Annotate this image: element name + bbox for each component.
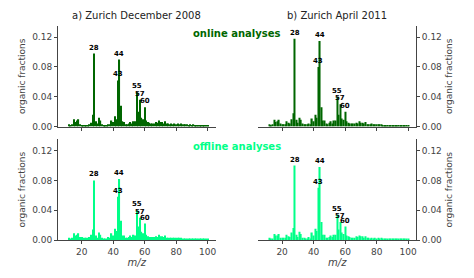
- svg-text:0.08: 0.08: [422, 62, 442, 72]
- svg-text:40: 40: [308, 247, 320, 257]
- svg-text:0.04: 0.04: [32, 205, 52, 215]
- svg-text:28: 28: [290, 156, 300, 164]
- svg-text:offline analyses: offline analyses: [193, 141, 281, 152]
- svg-text:55: 55: [132, 82, 142, 90]
- svg-text:55: 55: [332, 87, 342, 95]
- svg-text:44: 44: [315, 31, 325, 39]
- svg-text:a) Zurich December 2008: a) Zurich December 2008: [72, 10, 201, 21]
- svg-text:57: 57: [135, 208, 145, 216]
- svg-text:60: 60: [340, 102, 350, 110]
- svg-text:55: 55: [132, 200, 142, 208]
- svg-text:0.08: 0.08: [32, 62, 52, 72]
- svg-text:57: 57: [335, 94, 345, 102]
- svg-text:100: 100: [400, 247, 417, 257]
- svg-text:28: 28: [89, 44, 99, 52]
- svg-text:0.12: 0.12: [32, 32, 52, 42]
- svg-text:m/z: m/z: [328, 257, 347, 268]
- svg-text:57: 57: [135, 90, 145, 98]
- svg-text:m/z: m/z: [128, 257, 147, 268]
- svg-text:b) Zurich April 2011: b) Zurich April 2011: [287, 10, 387, 21]
- svg-text:43: 43: [113, 187, 123, 195]
- svg-text:60: 60: [140, 214, 150, 222]
- svg-text:80: 80: [170, 247, 182, 257]
- svg-text:60: 60: [140, 97, 150, 105]
- svg-text:0.04: 0.04: [422, 92, 442, 102]
- svg-text:0.08: 0.08: [422, 176, 442, 186]
- svg-text:0.12: 0.12: [422, 146, 442, 156]
- svg-text:20: 20: [276, 247, 288, 257]
- svg-text:44: 44: [114, 50, 124, 58]
- svg-text:57: 57: [335, 212, 345, 220]
- svg-text:60: 60: [339, 247, 351, 257]
- svg-text:0.00: 0.00: [32, 122, 52, 132]
- svg-text:44: 44: [114, 169, 124, 177]
- svg-text:43: 43: [313, 178, 323, 186]
- svg-text:44: 44: [315, 157, 325, 165]
- svg-text:0.00: 0.00: [422, 235, 442, 245]
- svg-text:40: 40: [107, 247, 119, 257]
- svg-text:60: 60: [139, 247, 151, 257]
- svg-text:43: 43: [113, 70, 123, 78]
- svg-text:20: 20: [76, 247, 88, 257]
- svg-text:0.00: 0.00: [32, 235, 52, 245]
- svg-text:100: 100: [199, 247, 216, 257]
- svg-text:0.12: 0.12: [422, 32, 442, 42]
- svg-text:28: 28: [89, 170, 99, 178]
- svg-text:organic fractions: organic fractions: [444, 152, 454, 228]
- svg-text:28: 28: [290, 29, 300, 37]
- svg-text:organic fractions: organic fractions: [18, 38, 28, 114]
- svg-text:0.08: 0.08: [32, 176, 52, 186]
- svg-text:80: 80: [371, 247, 383, 257]
- svg-text:60: 60: [340, 217, 350, 225]
- svg-text:0.00: 0.00: [422, 122, 442, 132]
- svg-text:online analyses: online analyses: [193, 28, 281, 39]
- svg-text:0.12: 0.12: [32, 146, 52, 156]
- svg-text:0.04: 0.04: [32, 92, 52, 102]
- svg-text:43: 43: [313, 57, 323, 65]
- svg-text:0.04: 0.04: [422, 205, 442, 215]
- svg-text:organic fractions: organic fractions: [444, 38, 454, 114]
- svg-text:55: 55: [332, 205, 342, 213]
- svg-text:organic fractions: organic fractions: [18, 152, 28, 228]
